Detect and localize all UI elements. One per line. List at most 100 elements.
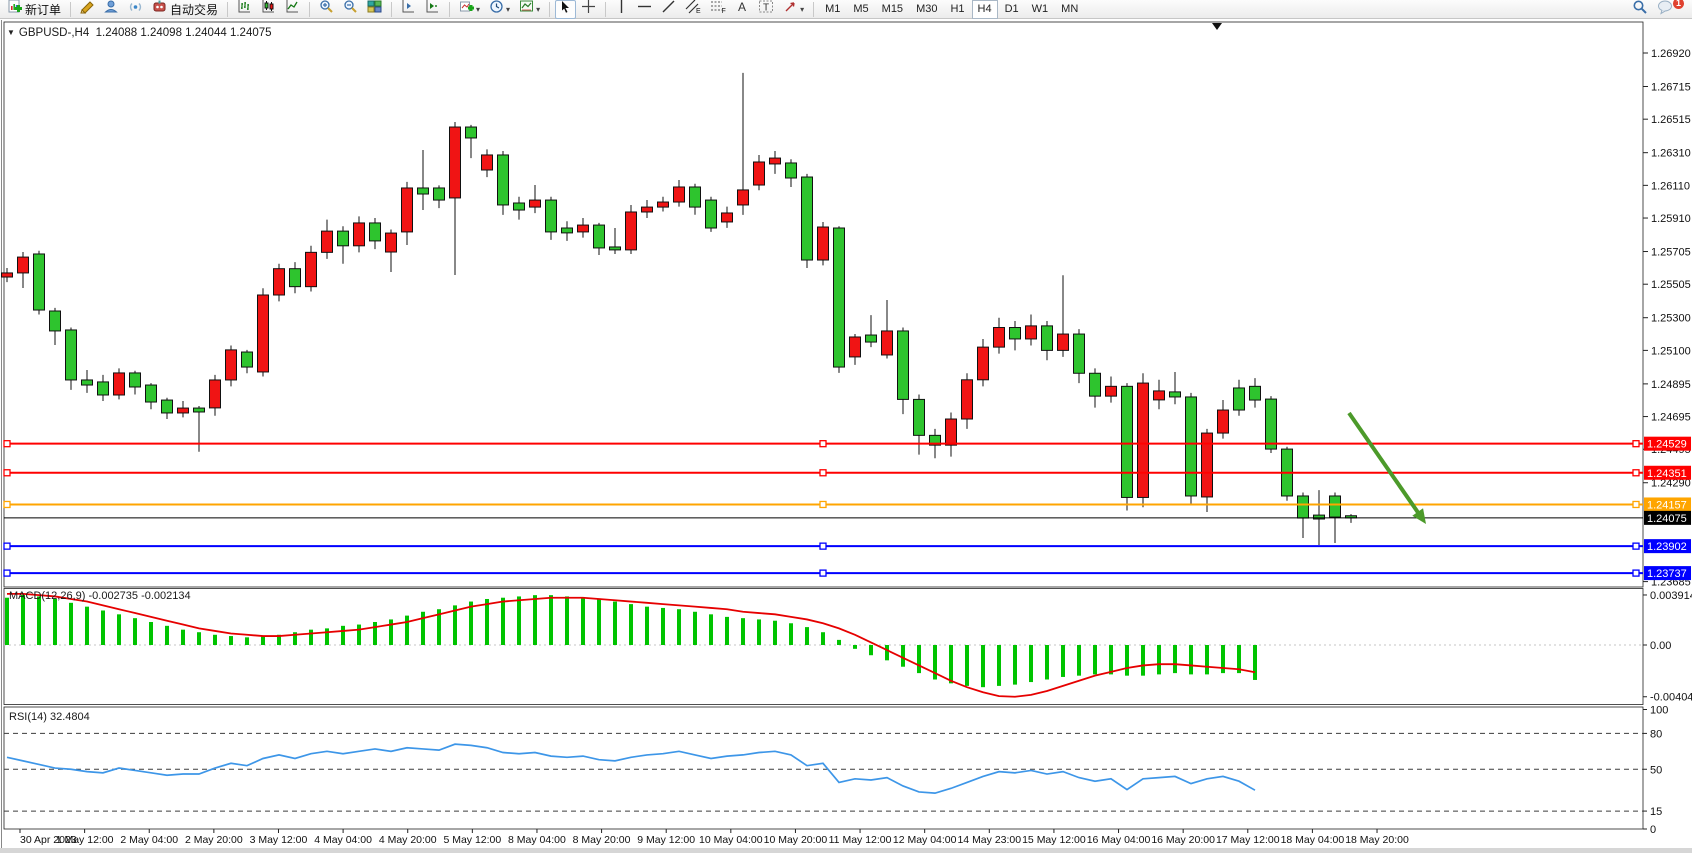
zoom-in-button[interactable] bbox=[315, 0, 338, 19]
tile-windows-button[interactable] bbox=[363, 0, 386, 19]
time-label[interactable]: 12 May 04:00 bbox=[893, 834, 957, 846]
timeframe-d1-button[interactable]: D1 bbox=[1004, 3, 1019, 15]
time-label[interactable]: 18 May 04:00 bbox=[1281, 834, 1345, 846]
line-handle[interactable] bbox=[3, 542, 11, 550]
time-label[interactable]: 8 May 04:00 bbox=[508, 834, 566, 846]
line-handle[interactable] bbox=[3, 469, 11, 477]
timeframe-m1-button[interactable]: M1 bbox=[825, 3, 841, 15]
time-label[interactable]: 17 May 12:00 bbox=[1216, 834, 1280, 846]
trendline-button[interactable] bbox=[657, 0, 680, 19]
time-label[interactable]: 4 May 20:00 bbox=[379, 834, 437, 846]
styles-button[interactable] bbox=[76, 0, 99, 19]
line-handle[interactable] bbox=[3, 440, 11, 448]
candlestick bbox=[641, 206, 653, 213]
chat-button[interactable]: 1 bbox=[1653, 0, 1684, 19]
templates-button[interactable]: ▾ bbox=[515, 0, 544, 19]
macd-histogram-bar bbox=[1093, 645, 1097, 675]
text-button[interactable]: A bbox=[731, 0, 753, 19]
time-label[interactable]: 16 May 04:00 bbox=[1087, 834, 1151, 846]
macd-histogram-bar bbox=[645, 606, 649, 645]
time-label[interactable]: 1 May 12:00 bbox=[56, 834, 114, 846]
time-label[interactable]: 9 May 12:00 bbox=[637, 834, 695, 846]
chart-area[interactable]: 1.26920 1.26715 1.26515 1.26310 1.26110 1.259… bbox=[0, 20, 1692, 853]
svg-text:E: E bbox=[696, 8, 701, 14]
bar-chart-button[interactable] bbox=[233, 0, 256, 19]
time-label[interactable]: 5 May 12:00 bbox=[443, 834, 501, 846]
arrows-button[interactable]: ▾ bbox=[779, 0, 808, 19]
line-handle[interactable] bbox=[819, 440, 827, 448]
time-label[interactable]: 8 May 20:00 bbox=[573, 834, 631, 846]
time-label[interactable]: 2 May 20:00 bbox=[185, 834, 243, 846]
time-label[interactable]: 2 May 04:00 bbox=[120, 834, 178, 846]
timeframe-m15-button[interactable]: M15 bbox=[881, 3, 904, 15]
line-handle[interactable] bbox=[3, 569, 11, 577]
signals-button[interactable] bbox=[124, 0, 147, 19]
macd-histogram-bar bbox=[21, 594, 25, 645]
autotrading-button[interactable]: 自动交易 bbox=[148, 0, 222, 19]
candle-chart-icon bbox=[261, 0, 276, 19]
down-arrow-object[interactable] bbox=[1347, 411, 1424, 519]
equidistant-channel-icon: E bbox=[685, 0, 701, 19]
equidistant-channel-button[interactable]: E bbox=[681, 0, 705, 19]
cursor-icon bbox=[559, 0, 572, 18]
signals-icon bbox=[128, 0, 143, 19]
line-handle[interactable] bbox=[3, 500, 11, 509]
line-handle[interactable] bbox=[1632, 500, 1640, 509]
timeframe-m30-button[interactable]: M30 bbox=[916, 3, 938, 15]
text-label-button[interactable]: T bbox=[754, 0, 778, 19]
crosshair-button[interactable] bbox=[577, 0, 600, 19]
macd-histogram-bar bbox=[629, 604, 633, 645]
timeframe-m5-button[interactable]: M5 bbox=[853, 3, 869, 15]
time-label[interactable]: 10 May 04:00 bbox=[699, 834, 763, 846]
chart-shift-button[interactable] bbox=[397, 0, 420, 19]
timeframe-w1-button[interactable]: W1 bbox=[1031, 3, 1049, 15]
new-order-button[interactable]: 新订单 bbox=[3, 0, 65, 19]
macd-histogram-bar bbox=[789, 623, 793, 645]
indicators-button[interactable]: ▾ bbox=[455, 0, 484, 19]
time-label[interactable]: 11 May 12:00 bbox=[829, 834, 892, 846]
time-label[interactable]: 16 May 20:00 bbox=[1151, 834, 1215, 846]
time-label[interactable]: 4 May 04:00 bbox=[314, 834, 372, 846]
community-button[interactable] bbox=[100, 0, 123, 19]
auto-scroll-button[interactable] bbox=[421, 0, 444, 19]
horizontal-line-button[interactable] bbox=[633, 0, 656, 19]
timeframe-h4-button[interactable]: H4 bbox=[971, 0, 998, 19]
macd-histogram-bar bbox=[453, 605, 457, 645]
periods-button[interactable]: ▾ bbox=[485, 0, 514, 19]
zoom-out-button[interactable] bbox=[339, 0, 362, 19]
text-label-icon: T bbox=[758, 0, 774, 19]
candle-chart-button[interactable] bbox=[257, 0, 280, 19]
price-tick-label: 1.26310 bbox=[1651, 148, 1691, 160]
candlestick bbox=[49, 310, 61, 332]
time-label[interactable]: 18 May 20:00 bbox=[1345, 834, 1409, 846]
timeframe-h1-button[interactable]: H1 bbox=[950, 3, 965, 15]
time-label[interactable]: 30 Apr 2023 bbox=[20, 834, 77, 846]
price-tick-label: 1.24695 bbox=[1651, 412, 1691, 424]
candlestick bbox=[449, 126, 461, 199]
time-label[interactable]: 14 May 23:00 bbox=[957, 834, 1021, 846]
line-handle[interactable] bbox=[1632, 440, 1640, 448]
down-arrow-head[interactable] bbox=[1412, 508, 1426, 524]
line-handle[interactable] bbox=[1632, 469, 1640, 477]
vertical-line-button[interactable] bbox=[611, 0, 632, 19]
timeframe-mn-button[interactable]: MN bbox=[1061, 3, 1079, 15]
line-handle[interactable] bbox=[819, 542, 827, 550]
macd-histogram-bar bbox=[85, 606, 89, 645]
candlestick bbox=[609, 246, 621, 251]
cursor-button[interactable] bbox=[555, 0, 577, 19]
one-click-trading-arrow[interactable]: ▼ bbox=[7, 28, 15, 37]
time-label[interactable]: 15 May 12:00 bbox=[1022, 834, 1086, 846]
search-button[interactable] bbox=[1628, 0, 1652, 19]
chart-window: 1.26920 1.26715 1.26515 1.26310 1.26110 1.259… bbox=[0, 20, 1692, 853]
macd-histogram-bar bbox=[197, 632, 201, 645]
line-handle[interactable] bbox=[1632, 569, 1640, 577]
time-label[interactable]: 3 May 12:00 bbox=[250, 834, 308, 846]
fibonacci-button[interactable]: F bbox=[706, 0, 730, 19]
line-handle[interactable] bbox=[819, 569, 827, 577]
line-handle[interactable] bbox=[819, 469, 827, 477]
line-handle[interactable] bbox=[1632, 542, 1640, 550]
line-handle[interactable] bbox=[819, 500, 827, 509]
candlestick bbox=[417, 187, 429, 195]
time-label[interactable]: 10 May 20:00 bbox=[764, 834, 828, 846]
line-chart-button[interactable] bbox=[281, 0, 304, 19]
